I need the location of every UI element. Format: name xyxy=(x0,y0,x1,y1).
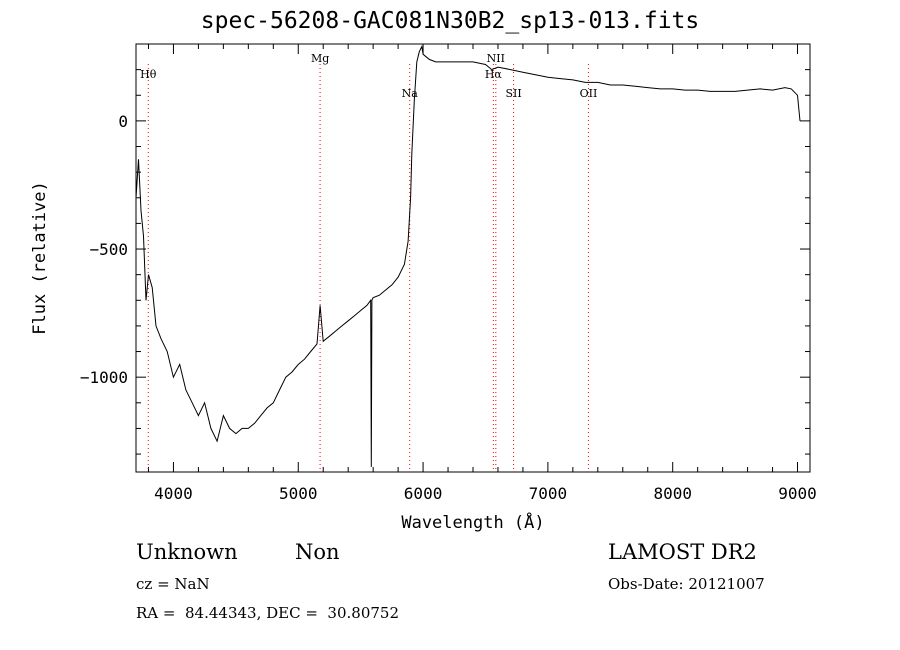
y-tick-label: 0 xyxy=(118,112,128,131)
spectral-line-markers xyxy=(147,64,589,472)
object-subclass: Non xyxy=(295,540,340,564)
x-tick-label: 8000 xyxy=(653,484,692,503)
line-label: Na xyxy=(402,87,419,100)
x-tick-label: 6000 xyxy=(404,484,443,503)
y-tick-label: −500 xyxy=(89,240,128,259)
plot-axes xyxy=(135,43,811,473)
spectrum-line xyxy=(135,44,801,467)
x-axis-label: Wavelength (Å) xyxy=(401,511,544,533)
line-label: Mg xyxy=(311,52,329,65)
redshift-text: cz = NaN xyxy=(136,575,210,593)
spectrum-series xyxy=(135,44,801,467)
survey-label: LAMOST DR2 xyxy=(608,540,757,564)
obs-date-text: Obs-Date: 20121007 xyxy=(608,575,765,593)
line-label: Hθ xyxy=(140,68,157,81)
line-label: SII xyxy=(505,87,521,100)
plot-frame xyxy=(135,43,811,473)
line-label: OII xyxy=(580,87,598,100)
object-class: Unknown xyxy=(136,540,238,564)
y-axis-label: Flux (relative) xyxy=(30,181,50,335)
line-label: Hα xyxy=(485,68,503,81)
x-tick-label: 4000 xyxy=(154,484,193,503)
x-tick-label: 7000 xyxy=(529,484,568,503)
axis-labels: 4000 5000 6000 7000 8000 9000 0 −500 −1000 Wavele… xyxy=(30,52,817,533)
coordinates-text: RA = 84.44343, DEC = 30.80752 xyxy=(136,604,400,622)
y-tick-label: −1000 xyxy=(80,368,128,387)
x-tick-label: 9000 xyxy=(778,484,817,503)
line-label: NII xyxy=(487,52,505,65)
x-tick-label: 5000 xyxy=(279,484,318,503)
chart-title: spec-56208-GAC081N30B2_sp13-013.fits xyxy=(200,8,700,34)
